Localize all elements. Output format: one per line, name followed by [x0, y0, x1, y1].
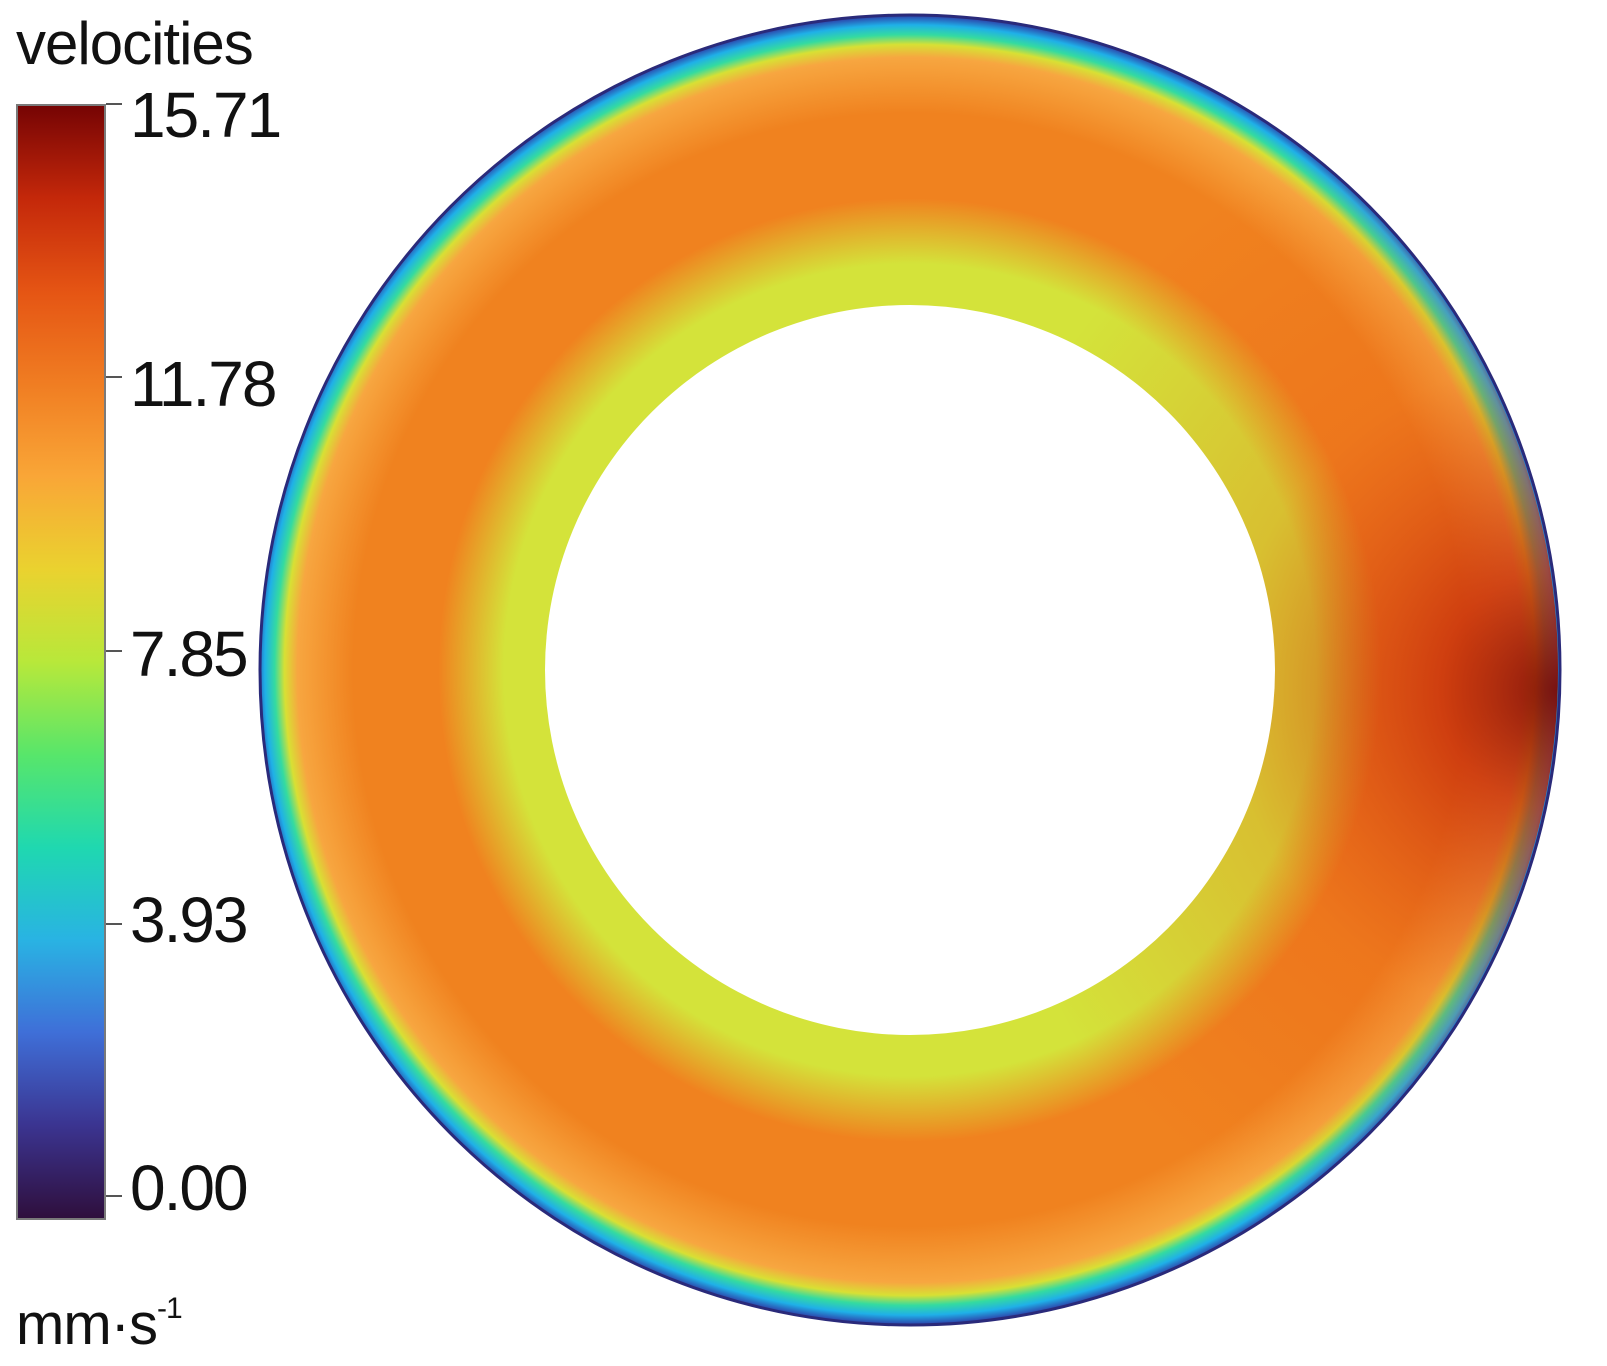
- colorbar-tick: [106, 650, 122, 652]
- colorbar-tick: [106, 1195, 122, 1197]
- unit-exponent: -1: [156, 1292, 183, 1325]
- inner-hole: [545, 305, 1275, 1035]
- high-velocity-region: [990, 60, 1558, 1300]
- colorbar-tick-label: 7.85: [130, 618, 249, 690]
- colorbar-tick-label-max: 15.71: [130, 79, 282, 151]
- colorbar-tick: [106, 376, 122, 378]
- colorbar-tick-label: 11.78: [130, 348, 277, 420]
- colorbar-unit: mm·s-1: [16, 1276, 183, 1358]
- colorbar-gradient: [16, 104, 106, 1220]
- colorbar-tick: [106, 923, 122, 925]
- colorbar-title: velocities: [16, 10, 254, 77]
- colorbar-tick-label: 3.93: [130, 884, 249, 956]
- colorbar-tick: [106, 103, 122, 105]
- unit-base: mm·s: [16, 1292, 158, 1357]
- colorbar-tick-label-min: 0.00: [130, 1152, 249, 1224]
- outer-wall: [258, 13, 1562, 1327]
